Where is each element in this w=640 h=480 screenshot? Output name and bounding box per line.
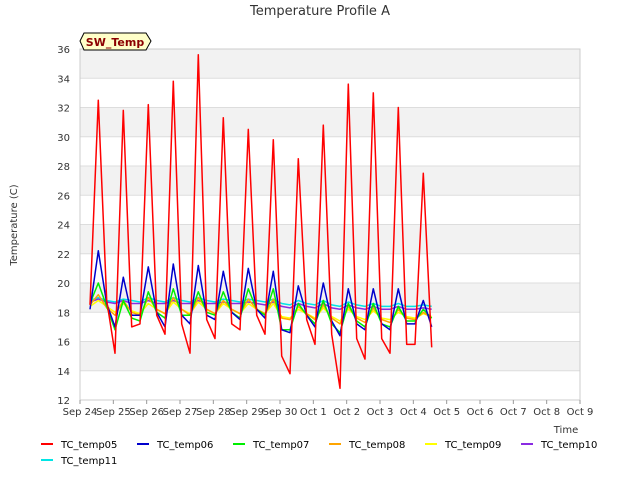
series-line-TC_temp05 [89, 54, 433, 390]
chart-title: Temperature Profile A [249, 4, 390, 19]
legend-label: TC_temp06 [156, 440, 213, 451]
legend-label: TC_temp09 [444, 440, 501, 451]
plot-band [80, 49, 580, 79]
x-tick-label: Oct 8 [533, 407, 560, 418]
x-tick-label: Oct 2 [333, 407, 360, 418]
x-tick-label: Sep 26 [129, 407, 164, 418]
y-tick-label: 26 [57, 191, 70, 202]
plot-band [80, 166, 580, 196]
x-tick-label: Oct 9 [567, 407, 594, 418]
x-tick-label: Oct 3 [367, 407, 394, 418]
y-tick-label: 34 [57, 74, 70, 85]
badge-label: SW_Temp [86, 36, 145, 49]
x-tick-label: Oct 1 [300, 407, 327, 418]
plot-area [79, 48, 581, 401]
x-tick-label: Sep 27 [163, 407, 198, 418]
y-tick-label: 32 [57, 104, 70, 115]
plot-band [80, 107, 580, 137]
legend: TC_temp05 TC_temp06 TC_temp07 TC_temp08 TC_t… [41, 440, 597, 467]
y-tick-label: 16 [57, 338, 70, 349]
x-tick-label: Oct 6 [467, 407, 494, 418]
plot-band [80, 370, 580, 400]
y-tick-label: 14 [57, 367, 70, 378]
series-line-TC_temp06 [89, 250, 433, 337]
x-tick-label: Sep 29 [229, 407, 264, 418]
legend-label: TC_temp07 [252, 440, 309, 451]
y-tick-label: 18 [57, 308, 70, 319]
y-axis: 12 14 16 18 20 22 24 26 28 30 32 34 36 [57, 45, 70, 407]
y-tick-label: 22 [57, 250, 70, 261]
sw-temp-badge: SW_Temp [79, 32, 152, 51]
x-tick-label: Sep 30 [263, 407, 298, 418]
series-line-TC_temp07 [89, 282, 433, 334]
legend-label: TC_temp11 [60, 456, 117, 467]
plot-band [80, 195, 580, 225]
y-tick-label: 28 [57, 162, 70, 173]
plot-band [80, 78, 580, 108]
plot-band [80, 341, 580, 371]
x-tick-label: Sep 24 [63, 407, 98, 418]
x-tick-label: Oct 4 [400, 407, 427, 418]
legend-label: TC_temp05 [60, 440, 117, 451]
x-axis-title: Time [553, 425, 578, 436]
y-axis-title: Temperature (C) [9, 184, 20, 266]
legend-label: TC_temp10 [540, 440, 597, 451]
x-tick-label: Sep 25 [96, 407, 131, 418]
y-tick-label: 30 [57, 133, 70, 144]
series-lines [89, 54, 433, 390]
y-tick-label: 12 [57, 396, 70, 407]
plot-band [80, 136, 580, 166]
x-tick-label: Oct 7 [500, 407, 527, 418]
x-tick-label: Sep 28 [196, 407, 231, 418]
y-tick-label: 20 [57, 279, 70, 290]
y-tick-label: 36 [57, 45, 70, 56]
plot-band [80, 224, 580, 254]
y-tick-label: 24 [57, 221, 70, 232]
legend-label: TC_temp08 [348, 440, 405, 451]
x-tick-label: Oct 5 [433, 407, 460, 418]
